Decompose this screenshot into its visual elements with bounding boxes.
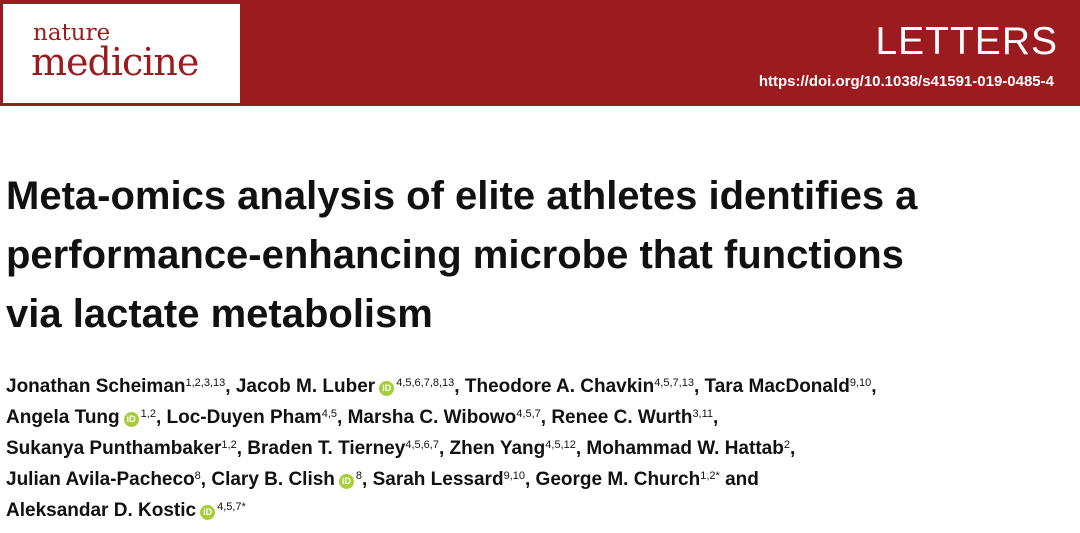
author-entry: Tara MacDonald9,10, xyxy=(705,376,877,397)
author-affiliation: 1,2 xyxy=(140,408,156,420)
doi-link[interactable]: https://doi.org/10.1038/s41591-019-0485-… xyxy=(758,73,1054,90)
author-separator: , xyxy=(789,438,796,459)
author-entry: Theodore A. Chavkin4,5,7,13, xyxy=(465,376,705,397)
author-separator: , xyxy=(713,407,719,428)
author-name[interactable]: Marsha C. Wibowo xyxy=(347,407,517,428)
author-affiliation: 4,5,12 xyxy=(545,439,576,451)
author-entry: Clary B. Clish iD 8, xyxy=(211,469,372,490)
author-separator: , xyxy=(438,438,450,459)
author-separator: , xyxy=(454,376,465,397)
author-entry: Jonathan Scheiman1,2,3,13, xyxy=(6,376,236,397)
author-name[interactable]: Renee C. Wurth xyxy=(551,407,693,428)
author-separator: , xyxy=(155,407,167,428)
author-name[interactable]: Sukanya Punthambaker xyxy=(6,438,222,459)
orcid-icon[interactable]: iD xyxy=(200,505,216,520)
author-affiliation: 9,10 xyxy=(849,377,872,389)
title-line: Meta-omics analysis of elite athletes id… xyxy=(6,174,918,218)
author-entry: Aleksandar D. Kostic iD 4,5,7* xyxy=(6,500,246,521)
author-name[interactable]: Sarah Lessard xyxy=(372,469,504,490)
author-separator: , xyxy=(337,407,348,428)
author-separator: , xyxy=(200,469,212,490)
author-entry: Marsha C. Wibowo4,5,7, xyxy=(348,407,552,428)
author-list: Jonathan Scheiman1,2,3,13, Jacob M. Lube… xyxy=(6,371,1076,526)
author-name[interactable]: George M. Church xyxy=(535,469,701,490)
orcid-icon[interactable]: iD xyxy=(379,381,395,396)
author-separator: , xyxy=(225,376,236,397)
author-affiliation: 4,5 xyxy=(321,408,337,420)
author-separator: , xyxy=(236,438,248,459)
author-entry: George M. Church1,2* and xyxy=(536,469,759,490)
author-separator: , xyxy=(871,376,877,397)
author-entry: Sarah Lessard9,10, xyxy=(373,469,536,490)
title-line: performance-enhancing microbe that funct… xyxy=(6,233,904,277)
author-separator: and xyxy=(719,469,759,490)
author-affiliation: 4,5,6,7,8,13 xyxy=(396,377,455,389)
author-entry: Renee C. Wurth3,11, xyxy=(551,407,718,428)
logo-nature-text: nature xyxy=(33,20,111,46)
orcid-icon[interactable]: iD xyxy=(338,474,354,489)
author-affiliation: 8 xyxy=(355,470,363,482)
author-name[interactable]: Julian Avila-Pacheco xyxy=(6,469,195,490)
author-affiliation: 4,5,6,7 xyxy=(405,439,439,451)
author-name[interactable]: Aleksandar D. Kostic xyxy=(6,500,197,521)
author-name[interactable]: Loc-Duyen Pham xyxy=(166,407,322,428)
author-entry: Sukanya Punthambaker1,2, xyxy=(6,438,247,459)
author-name[interactable]: Clary B. Clish xyxy=(211,469,335,490)
article-title: Meta-omics analysis of elite athletes id… xyxy=(6,167,1076,344)
author-affiliation: 4,5,7,13 xyxy=(654,377,694,389)
orcid-icon[interactable]: iD xyxy=(123,412,139,427)
author-affiliation: 2 xyxy=(783,439,790,451)
title-line: via lactate metabolism xyxy=(6,292,433,336)
journal-header-bar: nature medicine LETTERS https://doi.org/… xyxy=(0,0,1080,106)
author-separator: , xyxy=(362,469,373,490)
author-affiliation: 1,2* xyxy=(700,470,720,482)
journal-logo[interactable]: nature medicine xyxy=(3,4,240,103)
author-separator: , xyxy=(575,438,587,459)
author-name[interactable]: Tara MacDonald xyxy=(704,376,850,397)
author-entry: Loc-Duyen Pham4,5, xyxy=(167,407,348,428)
author-entry: Jacob M. Luber iD 4,5,6,7,8,13, xyxy=(236,376,465,397)
author-entry: Mohammad W. Hattab2, xyxy=(586,438,795,459)
author-entry: Angela Tung iD 1,2, xyxy=(6,407,167,428)
author-name[interactable]: Mohammad W. Hattab xyxy=(586,438,784,459)
author-separator: , xyxy=(693,376,705,397)
author-affiliation: 1,2,3,13 xyxy=(185,377,226,389)
author-entry: Julian Avila-Pacheco8, xyxy=(6,469,211,490)
author-name[interactable]: Theodore A. Chavkin xyxy=(464,376,655,397)
author-affiliation: 8 xyxy=(194,470,201,482)
author-affiliation: 4,5,7* xyxy=(217,501,246,513)
author-separator: , xyxy=(524,469,536,490)
author-affiliation: 3,11 xyxy=(692,408,714,420)
article-type-label: LETTERS xyxy=(875,20,1058,63)
author-separator: , xyxy=(540,407,552,428)
author-name[interactable]: Angela Tung xyxy=(6,407,120,428)
author-name[interactable]: Braden T. Tierney xyxy=(247,438,406,459)
author-entry: Zhen Yang4,5,12, xyxy=(450,438,587,459)
author-affiliation: 1,2 xyxy=(221,439,237,451)
author-name[interactable]: Jonathan Scheiman xyxy=(6,376,186,397)
author-name[interactable]: Zhen Yang xyxy=(449,438,546,459)
author-affiliation: 9,10 xyxy=(503,470,525,482)
logo-medicine-text: medicine xyxy=(31,40,199,84)
author-entry: Braden T. Tierney4,5,6,7, xyxy=(247,438,449,459)
author-name[interactable]: Jacob M. Luber xyxy=(235,376,376,397)
author-affiliation: 4,5,7 xyxy=(516,408,541,420)
